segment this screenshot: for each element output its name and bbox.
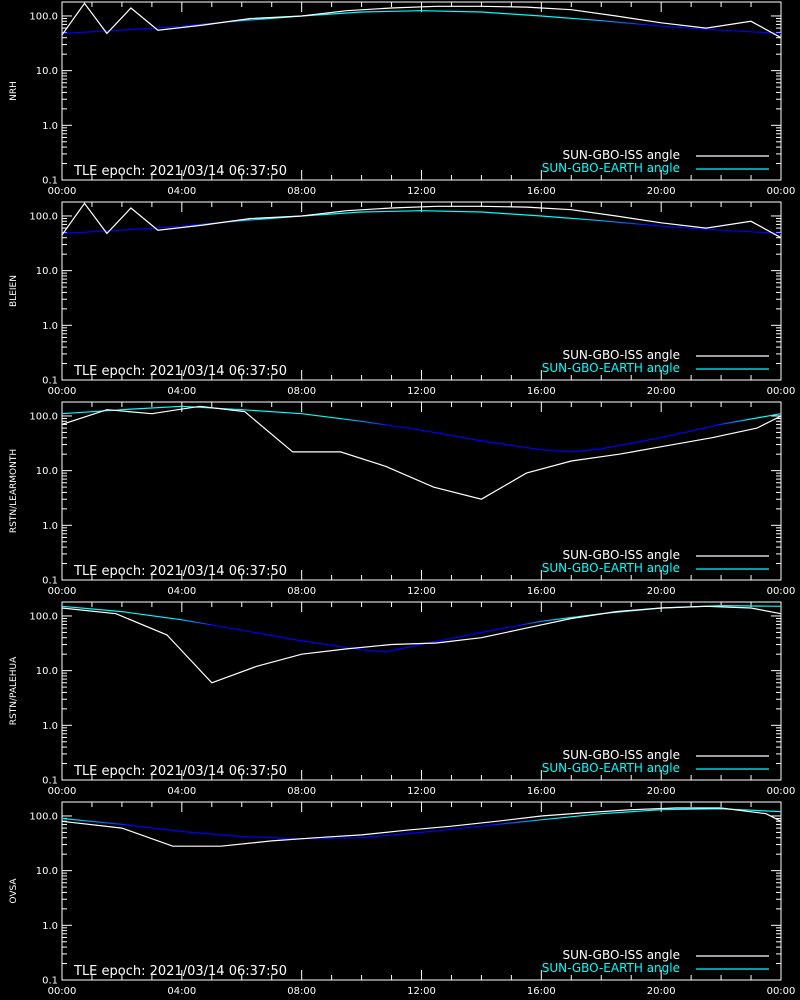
x-tick-label: 00:00 [48, 386, 77, 397]
y-tick-label: 0.1 [42, 776, 58, 787]
y-tick-label: 10.0 [36, 266, 58, 277]
earth-angle-line [62, 405, 781, 453]
y-tick-label: 100.0 [29, 611, 58, 622]
y-axis-label: RSTN/PALEHUA [9, 656, 19, 725]
y-tick-label: 10.0 [36, 666, 58, 677]
x-tick-label: 00:00 [48, 986, 77, 997]
x-tick-label: 00:00 [767, 786, 796, 797]
x-tick-label: 08:00 [287, 586, 316, 597]
x-tick-label: 12:00 [407, 786, 436, 797]
panel-4: 100.010.01.00.100:00 04:00 08:00 12:00 16:00… [9, 801, 796, 997]
x-tick-label: 12:00 [407, 986, 436, 997]
x-tick-label: 16:00 [527, 586, 556, 597]
legend-label-iss: SUN-GBO-ISS angle [563, 548, 680, 562]
panel-2: 100.010.01.00.100:00 04:00 08:00 12:00 16:00… [9, 401, 796, 597]
tle-epoch-label: TLE epoch: 2021/03/14 06:37:50 [73, 164, 287, 179]
y-tick-label: 100.0 [29, 411, 58, 422]
y-tick-label: 0.1 [42, 376, 58, 387]
x-tick-label: 16:00 [527, 786, 556, 797]
x-tick-label: 12:00 [407, 586, 436, 597]
x-tick-label: 00:00 [48, 186, 77, 197]
y-tick-label: 10.0 [36, 466, 58, 477]
y-tick-label: 1.0 [42, 121, 58, 132]
iss-angle-line [62, 605, 781, 684]
x-tick-label: 08:00 [287, 386, 316, 397]
legend-label-earth: SUN-GBO-EARTH angle [542, 761, 680, 775]
panel-1: 100.010.01.00.100:00 04:00 08:00 12:00 16:00… [9, 201, 796, 397]
x-tick-label: 16:00 [527, 386, 556, 397]
y-tick-label: 1.0 [42, 321, 58, 332]
x-tick-label: 16:00 [527, 986, 556, 997]
legend-label-iss: SUN-GBO-ISS angle [563, 948, 680, 962]
tle-epoch-label: TLE epoch: 2021/03/14 06:37:50 [73, 964, 287, 979]
y-tick-label: 10.0 [36, 866, 58, 877]
x-tick-label: 04:00 [167, 986, 196, 997]
x-tick-label: 00:00 [767, 186, 796, 197]
iss-angle-line [62, 2, 781, 39]
earth-angle-line [62, 808, 781, 840]
x-tick-label: 16:00 [527, 186, 556, 197]
x-tick-label: 20:00 [647, 986, 676, 997]
tle-epoch-label: TLE epoch: 2021/03/14 06:37:50 [73, 764, 287, 779]
iss-angle-line [62, 202, 781, 239]
x-tick-label: 20:00 [647, 586, 676, 597]
y-tick-label: 1.0 [42, 721, 58, 732]
legend-label-earth: SUN-GBO-EARTH angle [542, 961, 680, 975]
tle-epoch-label: TLE epoch: 2021/03/14 06:37:50 [73, 364, 287, 379]
tle-epoch-label: TLE epoch: 2021/03/14 06:37:50 [73, 564, 287, 579]
earth-angle-line [62, 210, 781, 234]
y-tick-label: 100.0 [29, 211, 58, 222]
y-tick-label: 0.1 [42, 976, 58, 987]
x-tick-label: 04:00 [167, 386, 196, 397]
legend-label-iss: SUN-GBO-ISS angle [563, 748, 680, 762]
x-tick-label: 04:00 [167, 586, 196, 597]
y-axis-label: RSTN/LEARMONTH [9, 449, 19, 533]
y-axis-label: NRH [9, 81, 19, 101]
panel-0: 100.010.01.00.100:00 04:00 08:00 12:00 16:00… [9, 1, 796, 197]
earth-angle-line [62, 10, 781, 34]
legend-label-earth: SUN-GBO-EARTH angle [542, 561, 680, 575]
x-tick-label: 12:00 [407, 386, 436, 397]
y-tick-label: 10.0 [36, 66, 58, 77]
x-tick-label: 04:00 [167, 186, 196, 197]
iss-angle-line [62, 807, 781, 847]
x-tick-label: 00:00 [767, 586, 796, 597]
x-tick-label: 20:00 [647, 186, 676, 197]
legend-label-iss: SUN-GBO-ISS angle [563, 148, 680, 162]
legend-label-iss: SUN-GBO-ISS angle [563, 348, 680, 362]
x-tick-label: 00:00 [48, 786, 77, 797]
y-tick-label: 1.0 [42, 921, 58, 932]
iss-angle-line [62, 405, 781, 500]
y-tick-label: 0.1 [42, 576, 58, 587]
x-tick-label: 08:00 [287, 986, 316, 997]
y-tick-label: 0.1 [42, 176, 58, 187]
y-tick-label: 100.0 [29, 11, 58, 22]
y-axis-label: BLEIEN [9, 275, 19, 307]
x-tick-label: 00:00 [767, 386, 796, 397]
panel-3: 100.010.01.00.100:00 04:00 08:00 12:00 16:00… [9, 601, 796, 797]
legend-label-earth: SUN-GBO-EARTH angle [542, 161, 680, 175]
x-tick-label: 20:00 [647, 786, 676, 797]
x-tick-label: 20:00 [647, 386, 676, 397]
y-axis-label: OVSA [9, 878, 19, 904]
x-tick-label: 00:00 [767, 986, 796, 997]
x-tick-label: 00:00 [48, 586, 77, 597]
y-tick-label: 1.0 [42, 521, 58, 532]
x-tick-label: 08:00 [287, 186, 316, 197]
x-tick-label: 08:00 [287, 786, 316, 797]
y-tick-label: 100.0 [29, 811, 58, 822]
x-tick-label: 12:00 [407, 186, 436, 197]
x-tick-label: 04:00 [167, 786, 196, 797]
legend-label-earth: SUN-GBO-EARTH angle [542, 361, 680, 375]
